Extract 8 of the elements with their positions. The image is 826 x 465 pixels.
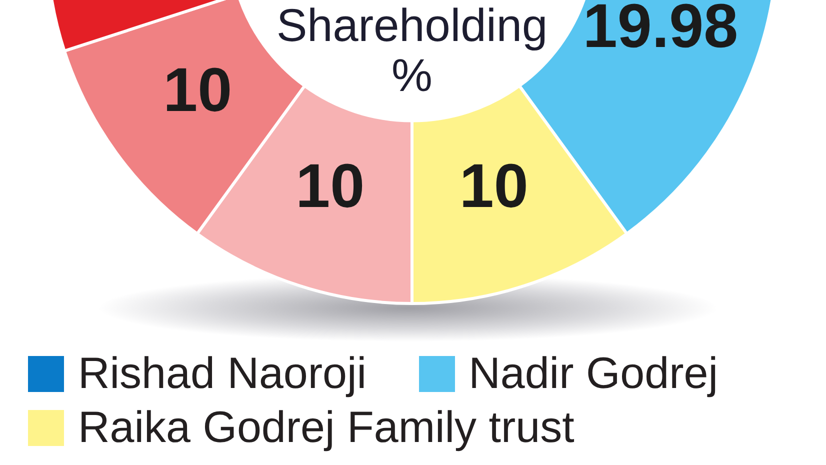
legend-label: Raika Godrej Family trust [78, 402, 574, 454]
data-label: 19.98 [582, 0, 738, 62]
data-label: 10 [459, 152, 528, 222]
text: Shareholding % [275, 0, 549, 101]
data-label: 10 [163, 56, 232, 125]
legend-label: Nadir Godrej [468, 348, 718, 400]
legend-label: Rishad Naoroji [78, 348, 367, 400]
data-label: 10 [296, 152, 365, 222]
